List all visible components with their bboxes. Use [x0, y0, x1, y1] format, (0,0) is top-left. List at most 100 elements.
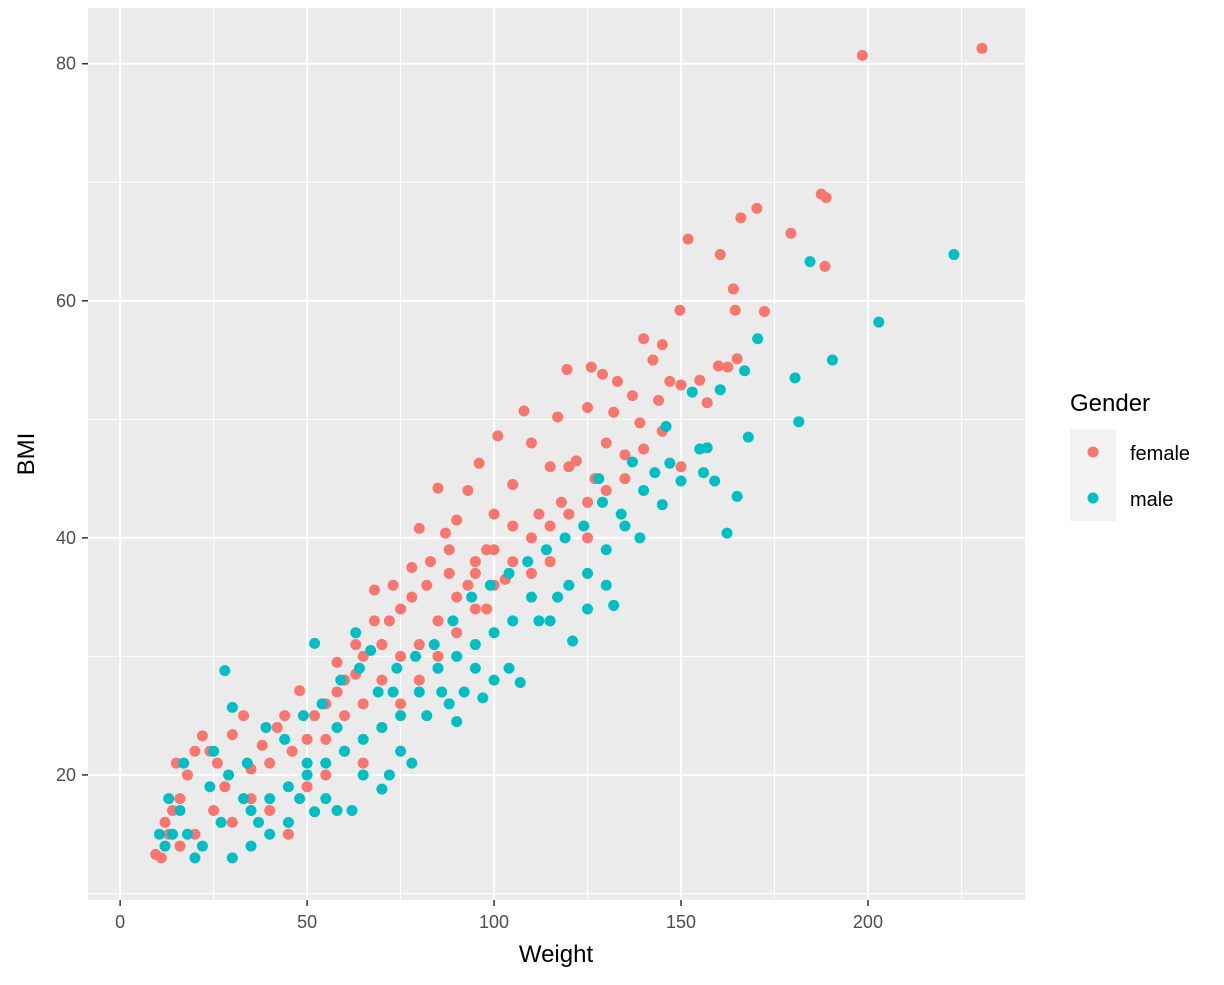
- data-point-male: [600, 579, 612, 591]
- data-point-female: [735, 212, 747, 224]
- axes: 0 50 100 150 200 20 40 60 80: [56, 54, 883, 932]
- data-point-female: [626, 390, 638, 402]
- data-point-female: [469, 556, 481, 568]
- data-point-female: [264, 805, 276, 817]
- data-point-male: [697, 467, 709, 479]
- data-point-male: [793, 416, 805, 428]
- data-point-female: [286, 745, 298, 757]
- data-point-male: [873, 316, 885, 328]
- data-point-male: [260, 722, 272, 734]
- data-point-male: [181, 828, 193, 840]
- data-point-female: [634, 417, 646, 429]
- data-point-female: [256, 739, 268, 751]
- x-tick-label: 0: [115, 912, 125, 932]
- data-point-female: [376, 639, 388, 651]
- data-point-female: [301, 781, 313, 793]
- data-point-male: [163, 793, 175, 805]
- data-point-female: [331, 686, 343, 698]
- data-point-female: [544, 520, 556, 532]
- legend-key-male: [1087, 492, 1099, 504]
- data-point-male: [544, 615, 556, 627]
- data-point-male: [634, 532, 646, 544]
- data-point-male: [709, 475, 721, 487]
- data-point-female: [561, 364, 573, 376]
- data-point-female: [492, 430, 504, 442]
- data-point-female: [383, 615, 395, 627]
- data-point-female: [819, 260, 831, 272]
- data-points: [150, 42, 988, 864]
- data-point-female: [469, 567, 481, 579]
- data-point-male: [204, 781, 216, 793]
- data-point-male: [443, 698, 455, 710]
- data-point-male: [410, 650, 422, 662]
- data-point-female: [481, 603, 493, 615]
- legend-title: Gender: [1070, 390, 1150, 417]
- data-point-female: [469, 603, 481, 615]
- data-point-female: [387, 579, 399, 591]
- y-tick-label: 60: [56, 291, 76, 311]
- x-tick-label: 200: [853, 912, 883, 932]
- data-point-male: [559, 532, 571, 544]
- data-point-male: [320, 757, 332, 769]
- data-point-female: [544, 461, 556, 473]
- data-point-male: [503, 567, 515, 579]
- data-point-male: [357, 733, 369, 745]
- data-point-male: [208, 745, 220, 757]
- data-point-female: [219, 781, 231, 793]
- data-point-female: [226, 816, 238, 828]
- data-point-female: [451, 514, 463, 526]
- data-point-male: [742, 431, 754, 443]
- data-point-male: [600, 544, 612, 556]
- data-point-female: [722, 361, 734, 373]
- data-point-male: [238, 793, 250, 805]
- data-point-male: [466, 591, 478, 603]
- legend-key-background: [1070, 429, 1116, 521]
- data-point-male: [477, 692, 489, 704]
- data-point-male: [638, 484, 650, 496]
- x-axis-label: Weight: [519, 941, 594, 968]
- data-point-female: [451, 627, 463, 639]
- data-point-female: [368, 584, 380, 596]
- data-point-male: [664, 457, 676, 469]
- data-point-female: [279, 710, 291, 722]
- data-point-female: [785, 227, 797, 239]
- data-point-female: [525, 532, 537, 544]
- legend: Gender female male: [1070, 390, 1190, 521]
- data-point-male: [226, 701, 238, 713]
- data-point-female: [533, 508, 545, 520]
- data-point-female: [196, 730, 208, 742]
- data-point-male: [488, 627, 500, 639]
- data-point-female: [544, 556, 556, 568]
- data-point-male: [451, 650, 463, 662]
- data-point-female: [619, 473, 631, 485]
- data-point-female: [488, 508, 500, 520]
- data-point-female: [357, 650, 369, 662]
- data-point-male: [297, 710, 309, 722]
- data-point-female: [664, 375, 676, 387]
- data-point-male: [432, 662, 444, 674]
- data-point-male: [615, 508, 627, 520]
- data-point-female: [350, 639, 362, 651]
- data-point-male: [436, 686, 448, 698]
- data-point-male: [252, 816, 264, 828]
- data-point-female: [488, 544, 500, 556]
- data-point-female: [518, 405, 530, 417]
- data-point-female: [338, 710, 350, 722]
- data-point-male: [159, 840, 171, 852]
- data-point-female: [181, 769, 193, 781]
- data-point-female: [320, 769, 332, 781]
- x-tick-label: 150: [666, 912, 696, 932]
- data-point-female: [585, 361, 597, 373]
- data-point-female: [582, 532, 594, 544]
- data-point-male: [316, 698, 328, 710]
- data-point-female: [368, 615, 380, 627]
- data-point-female: [507, 556, 519, 568]
- gridlines: [88, 8, 1025, 900]
- data-point-female: [619, 449, 631, 461]
- data-point-male: [372, 686, 384, 698]
- data-point-female: [226, 729, 238, 741]
- data-point-female: [376, 674, 388, 686]
- data-point-male: [567, 635, 579, 647]
- data-point-female: [731, 353, 743, 365]
- y-tick-label: 80: [56, 54, 76, 74]
